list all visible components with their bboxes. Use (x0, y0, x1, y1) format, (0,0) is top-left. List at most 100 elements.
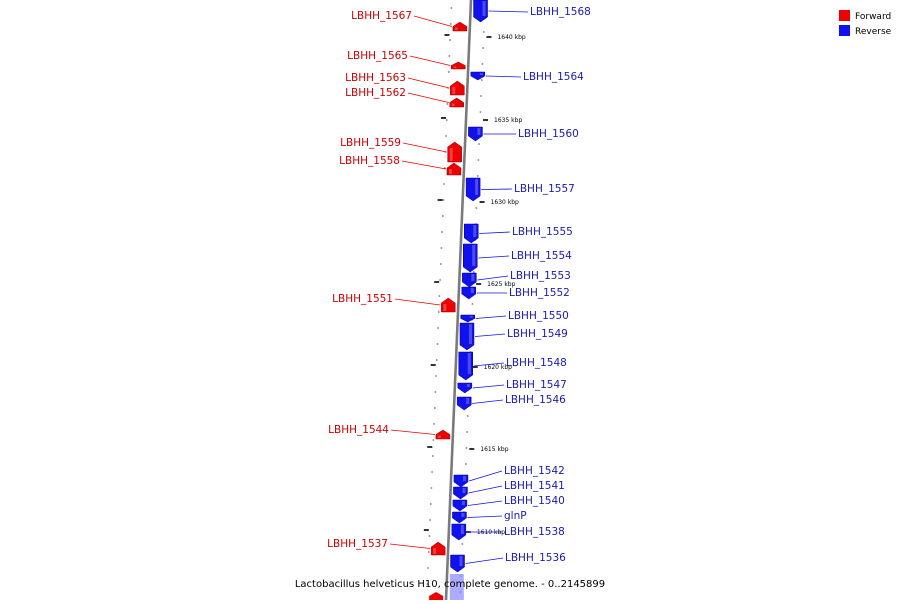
gene-LBHH_1536[interactable]: LBHH_1536 (450, 552, 567, 573)
gene-label[interactable]: LBHH_1550 (508, 310, 569, 322)
scale-label: 1615 kbp (480, 446, 508, 453)
gene-feature-glyph[interactable] (452, 511, 467, 524)
gene-label[interactable]: LBHH_1559 (340, 137, 401, 149)
gene-label[interactable]: LBHH_1547 (506, 379, 567, 391)
gene-label[interactable]: LBHH_1548 (506, 357, 567, 369)
gene-feature-partial[interactable] (429, 592, 444, 600)
gene-LBHH_1567[interactable]: LBHH_1567 (351, 10, 468, 32)
gene-label[interactable]: LBHH_1560 (518, 128, 579, 140)
gene-feature-glyph[interactable] (450, 554, 465, 573)
gene-label[interactable]: LBHH_1549 (507, 328, 568, 340)
gene-label[interactable]: LBHH_1562 (345, 87, 406, 99)
gene-LBHH_1565[interactable]: LBHH_1565 (347, 50, 466, 70)
gene-label[interactable]: LBHH_1552 (509, 287, 570, 299)
gene-LBHH_1553[interactable]: LBHH_1553 (462, 270, 571, 288)
gene-label[interactable]: LBHH_1557 (514, 183, 575, 195)
gene-LBHH_1537[interactable]: LBHH_1537 (327, 538, 446, 556)
gene-LBHH_1548[interactable]: LBHH_1548 (458, 351, 567, 381)
gene-LBHH_1563[interactable]: LBHH_1563 (345, 72, 465, 96)
gene-feature-glyph[interactable] (465, 177, 481, 202)
gene-feature-glyph[interactable] (470, 71, 486, 81)
gene-label[interactable]: LBHH_1541 (504, 480, 565, 492)
gene-leader-line (472, 384, 505, 389)
gene-feature-glyph[interactable] (473, 0, 488, 23)
gene-feature-glyph[interactable] (452, 21, 468, 32)
gene-leader-line (467, 515, 503, 518)
gene-feature-glyph[interactable] (456, 396, 472, 411)
gene-feature-glyph[interactable] (449, 97, 464, 108)
gene-glyph-highlight (479, 73, 483, 75)
gene-label[interactable]: LBHH_1553 (510, 270, 571, 282)
gene-LBHH_1544[interactable]: LBHH_1544 (328, 424, 451, 440)
gene-label[interactable]: LBHH_1555 (512, 226, 573, 238)
gene-feature-glyph[interactable] (452, 499, 468, 512)
gene-feature-glyph[interactable] (457, 382, 473, 394)
gene-LBHH_1559[interactable]: LBHH_1559 (340, 137, 462, 163)
gene-LBHH_1541[interactable]: LBHH_1541 (453, 480, 565, 500)
gene-label[interactable]: LBHH_1544 (328, 424, 389, 436)
gene-LBHH_1542[interactable]: LBHH_1542 (453, 465, 565, 488)
gene-glyph-highlight (482, 1, 486, 16)
gene-feature-glyph[interactable] (461, 286, 477, 300)
gene-label[interactable]: LBHH_1537 (327, 538, 388, 550)
gene-label[interactable]: LBHH_1540 (504, 495, 565, 507)
gene-LBHH_1568[interactable]: LBHH_1568 (473, 0, 591, 23)
gene-LBHH_1552[interactable]: LBHH_1552 (461, 286, 570, 300)
gene-label[interactable]: LBHH_1554 (511, 250, 572, 262)
gene-label[interactable]: LBHH_1551 (332, 293, 393, 305)
gene-feature-glyph[interactable] (441, 297, 456, 313)
gene-glyph-highlight (471, 274, 475, 281)
gene-feature-glyph[interactable] (451, 523, 467, 541)
gene-label[interactable]: LBHH_1563 (345, 72, 406, 84)
gene-LBHH_1564[interactable]: LBHH_1564 (470, 71, 584, 83)
gene-label[interactable]: LBHH_1536 (505, 552, 566, 564)
gene-label[interactable]: LBHH_1565 (347, 50, 408, 62)
scale-label: 1625 kbp (487, 281, 515, 288)
gene-feature-glyph[interactable] (462, 272, 477, 288)
gene-feature-glyph[interactable] (464, 223, 479, 244)
gene-leader-line (474, 333, 506, 337)
gene-label[interactable]: LBHH_1538 (504, 526, 565, 538)
gene-feature-glyph[interactable] (460, 314, 475, 323)
gene-feature-glyph[interactable] (453, 474, 469, 488)
gene-feature-glyph[interactable] (463, 243, 478, 273)
scale-label: 1630 kbp (491, 199, 519, 206)
gene-LBHH_1547[interactable]: LBHH_1547 (457, 379, 567, 394)
gene-label[interactable]: glnP (504, 510, 527, 522)
gene-feature-glyph[interactable] (453, 486, 468, 500)
gene-feature-glyph[interactable] (430, 541, 446, 556)
gene-label[interactable]: LBHH_1542 (504, 465, 565, 477)
gene-LBHH_1554[interactable]: LBHH_1554 (463, 243, 572, 273)
gene-leader-line (390, 429, 435, 435)
gene-feature-glyph[interactable] (446, 162, 462, 176)
gene-label[interactable]: LBHH_1568 (530, 6, 591, 18)
gene-feature-glyph[interactable] (458, 351, 473, 381)
gene-feature-glyph[interactable] (447, 141, 462, 163)
gene-feature-glyph[interactable] (450, 80, 465, 96)
gene-feature-partial[interactable] (449, 574, 464, 600)
gene-LBHH_1540[interactable]: LBHH_1540 (452, 495, 565, 512)
gene-glnP[interactable]: glnP (452, 510, 527, 524)
legend-reverse-swatch (839, 25, 850, 36)
gene-feature-glyph[interactable] (451, 61, 466, 70)
gene-LBHH_1558[interactable]: LBHH_1558 (339, 155, 462, 176)
gene-feature-glyph[interactable] (459, 322, 475, 351)
gene-label[interactable]: LBHH_1567 (351, 10, 412, 22)
gene-LBHH_1550[interactable]: LBHH_1550 (460, 310, 569, 323)
gene-label[interactable]: LBHH_1558 (339, 155, 400, 167)
gene-feature-glyph[interactable] (468, 126, 483, 142)
scale-label: 1620 kbp (484, 364, 512, 371)
gene-LBHH_1551[interactable]: LBHH_1551 (332, 293, 456, 313)
gene-LBHH_1549[interactable]: LBHH_1549 (459, 322, 568, 351)
gene-feature-glyph[interactable] (435, 429, 451, 440)
gene-label[interactable]: LBHH_1564 (523, 71, 584, 83)
gene-LBHH_1555[interactable]: LBHH_1555 (464, 223, 573, 244)
gene-LBHH_1538[interactable]: LBHH_1538 (451, 523, 565, 541)
gene-label[interactable]: LBHH_1546 (505, 394, 566, 406)
gene-LBHH_1560[interactable]: LBHH_1560 (468, 126, 579, 142)
gene-LBHH_1557[interactable]: LBHH_1557 (465, 177, 575, 202)
gene-LBHH_1546[interactable]: LBHH_1546 (456, 394, 566, 411)
gene-LBHH_1562[interactable]: LBHH_1562 (345, 87, 464, 108)
